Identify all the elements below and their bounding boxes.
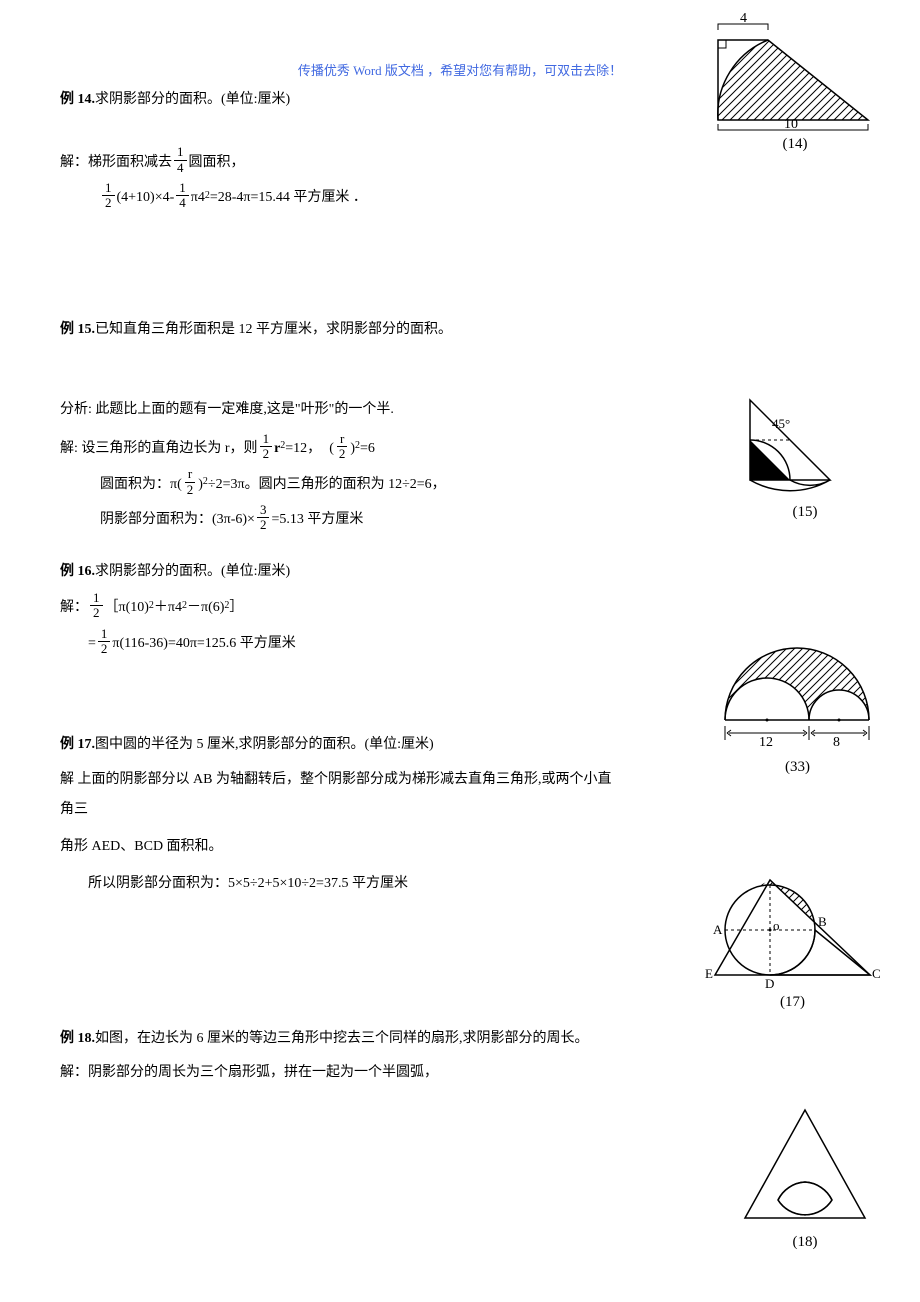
fig15-angle: 45° bbox=[772, 416, 790, 431]
ex16-num: 例 16. bbox=[60, 564, 95, 579]
t: (10) bbox=[126, 595, 149, 620]
frac: 32 bbox=[257, 503, 270, 533]
frac: 12 bbox=[98, 627, 111, 657]
frac-1-4b: 14 bbox=[176, 181, 189, 211]
figure-15: 45° (15) bbox=[730, 390, 880, 521]
t: 圆面积为：π bbox=[100, 472, 177, 497]
fig17-B: B bbox=[818, 914, 827, 929]
t: (6) bbox=[208, 595, 224, 620]
s: 2 bbox=[182, 597, 187, 615]
frac-1-4: 14 bbox=[174, 145, 187, 175]
s: 2 bbox=[280, 437, 285, 455]
ex16-l1: 解： 12 ［π (10)2 ＋π42 －π (6)2 ］ bbox=[60, 591, 860, 621]
fig17-E: E bbox=[705, 966, 713, 981]
ex17-l2: 角形 AED、BCD 面积和。 bbox=[60, 832, 860, 863]
t: 阴影部分面积为：(3π-6)× bbox=[100, 507, 255, 532]
ex17-l1: 解 上面的阴影部分以 AB 为轴翻转后，整个阴影部分成为梯形减去直角三角形,或两… bbox=[60, 765, 620, 827]
fig18-label: (18) bbox=[730, 1234, 880, 1251]
t: =12， bbox=[285, 436, 321, 461]
ex14-sup: 2 bbox=[205, 187, 210, 205]
ex15-pre: 解: 设三角形的直角边长为 r，则 bbox=[60, 436, 258, 461]
example-18: 例 18.如图，在边长为 6 厘米的等边三角形中挖去三个同样的扇形,求阴影部分的… bbox=[60, 1028, 860, 1089]
ex14-sol1-pre: 解：梯形面积减去 bbox=[60, 150, 172, 175]
ex18-rest: 如图，在边长为 6 厘米的等边三角形中挖去三个同样的扇形,求阴影部分的周长。 bbox=[95, 1031, 589, 1046]
fig17-O: o bbox=[773, 918, 780, 933]
fig17-D: D bbox=[765, 976, 774, 990]
s: 2 bbox=[149, 597, 154, 615]
t: =6 bbox=[360, 436, 375, 461]
t: =5.13 平方厘米 bbox=[271, 507, 363, 532]
fig17-label: (17) bbox=[705, 994, 880, 1011]
ex14-rest: 求阴影部分的面积。(单位:厘米) bbox=[95, 92, 290, 107]
fig33-label: (33) bbox=[715, 759, 880, 776]
fig33-d1: 12 bbox=[759, 735, 773, 750]
fig14-dim-bottom: 10 bbox=[784, 117, 798, 132]
ex18-l1: 解：阴影部分的周长为三个扇形弧，拼在一起为一个半圆弧， bbox=[60, 1058, 860, 1089]
s: 2 bbox=[203, 473, 208, 491]
frac: r2 bbox=[184, 467, 197, 497]
ex17-num: 例 17. bbox=[60, 737, 95, 752]
t: ］ bbox=[229, 595, 243, 620]
frac: 12 bbox=[260, 432, 273, 462]
frac: r2 bbox=[336, 432, 349, 462]
figure-17: A B C D E o (17) bbox=[705, 870, 880, 1011]
t: －π bbox=[187, 595, 208, 620]
ex15-rest: 已知直角三角形面积是 12 平方厘米，求阴影部分的面积。 bbox=[95, 322, 452, 337]
ex14-sol1-post: 圆面积， bbox=[189, 150, 245, 175]
figure-18: (18) bbox=[730, 1100, 880, 1251]
frac: 12 bbox=[90, 591, 103, 621]
t: = bbox=[88, 631, 96, 656]
ex15-title: 例 15.已知直角三角形面积是 12 平方厘米，求阴影部分的面积。 bbox=[60, 319, 860, 341]
ex18-title: 例 18.如图，在边长为 6 厘米的等边三角形中挖去三个同样的扇形,求阴影部分的… bbox=[60, 1028, 860, 1050]
ex16-title: 例 16.求阴影部分的面积。(单位:厘米) bbox=[60, 561, 860, 583]
ex17-rest: 图中圆的半径为 5 厘米,求阴影部分的面积。(单位:厘米) bbox=[95, 737, 434, 752]
ex14-eq: 12 (4+10)×4- 14 π4 2 =28-4π=15.44 平方厘米 ． bbox=[60, 181, 860, 211]
t: ［π bbox=[105, 595, 126, 620]
fig14-dim-top: 4 bbox=[740, 12, 747, 26]
s: 2 bbox=[355, 437, 360, 455]
ex18-num: 例 18. bbox=[60, 1031, 95, 1046]
figure-33: 12 8 (33) bbox=[715, 640, 880, 776]
fig15-label: (15) bbox=[730, 504, 880, 521]
ex14-mid2: π4 bbox=[191, 185, 205, 210]
ex14-num: 例 14. bbox=[60, 92, 95, 107]
ex14-end: =28-4π=15.44 平方厘米 ． bbox=[210, 185, 367, 210]
fig33-d2: 8 bbox=[833, 735, 840, 750]
figure-14: 4 10 (14) bbox=[710, 12, 880, 153]
ex16-rest: 求阴影部分的面积。(单位:厘米) bbox=[95, 564, 290, 579]
fig17-A: A bbox=[713, 922, 723, 937]
fig17-C: C bbox=[872, 966, 880, 981]
s: 2 bbox=[224, 597, 229, 615]
t: ＋π4 bbox=[154, 595, 182, 620]
fig14-label: (14) bbox=[710, 136, 880, 153]
t: ÷2=3π。圆内三角形的面积为 12÷2=6， bbox=[208, 472, 446, 497]
ex14-mid1: (4+10)×4- bbox=[117, 185, 175, 210]
t: π(116-36)=40π=125.6 平方厘米 bbox=[112, 631, 295, 656]
ex15-num: 例 15. bbox=[60, 322, 95, 337]
t: 解： bbox=[60, 595, 88, 620]
frac-1-2: 12 bbox=[102, 181, 115, 211]
